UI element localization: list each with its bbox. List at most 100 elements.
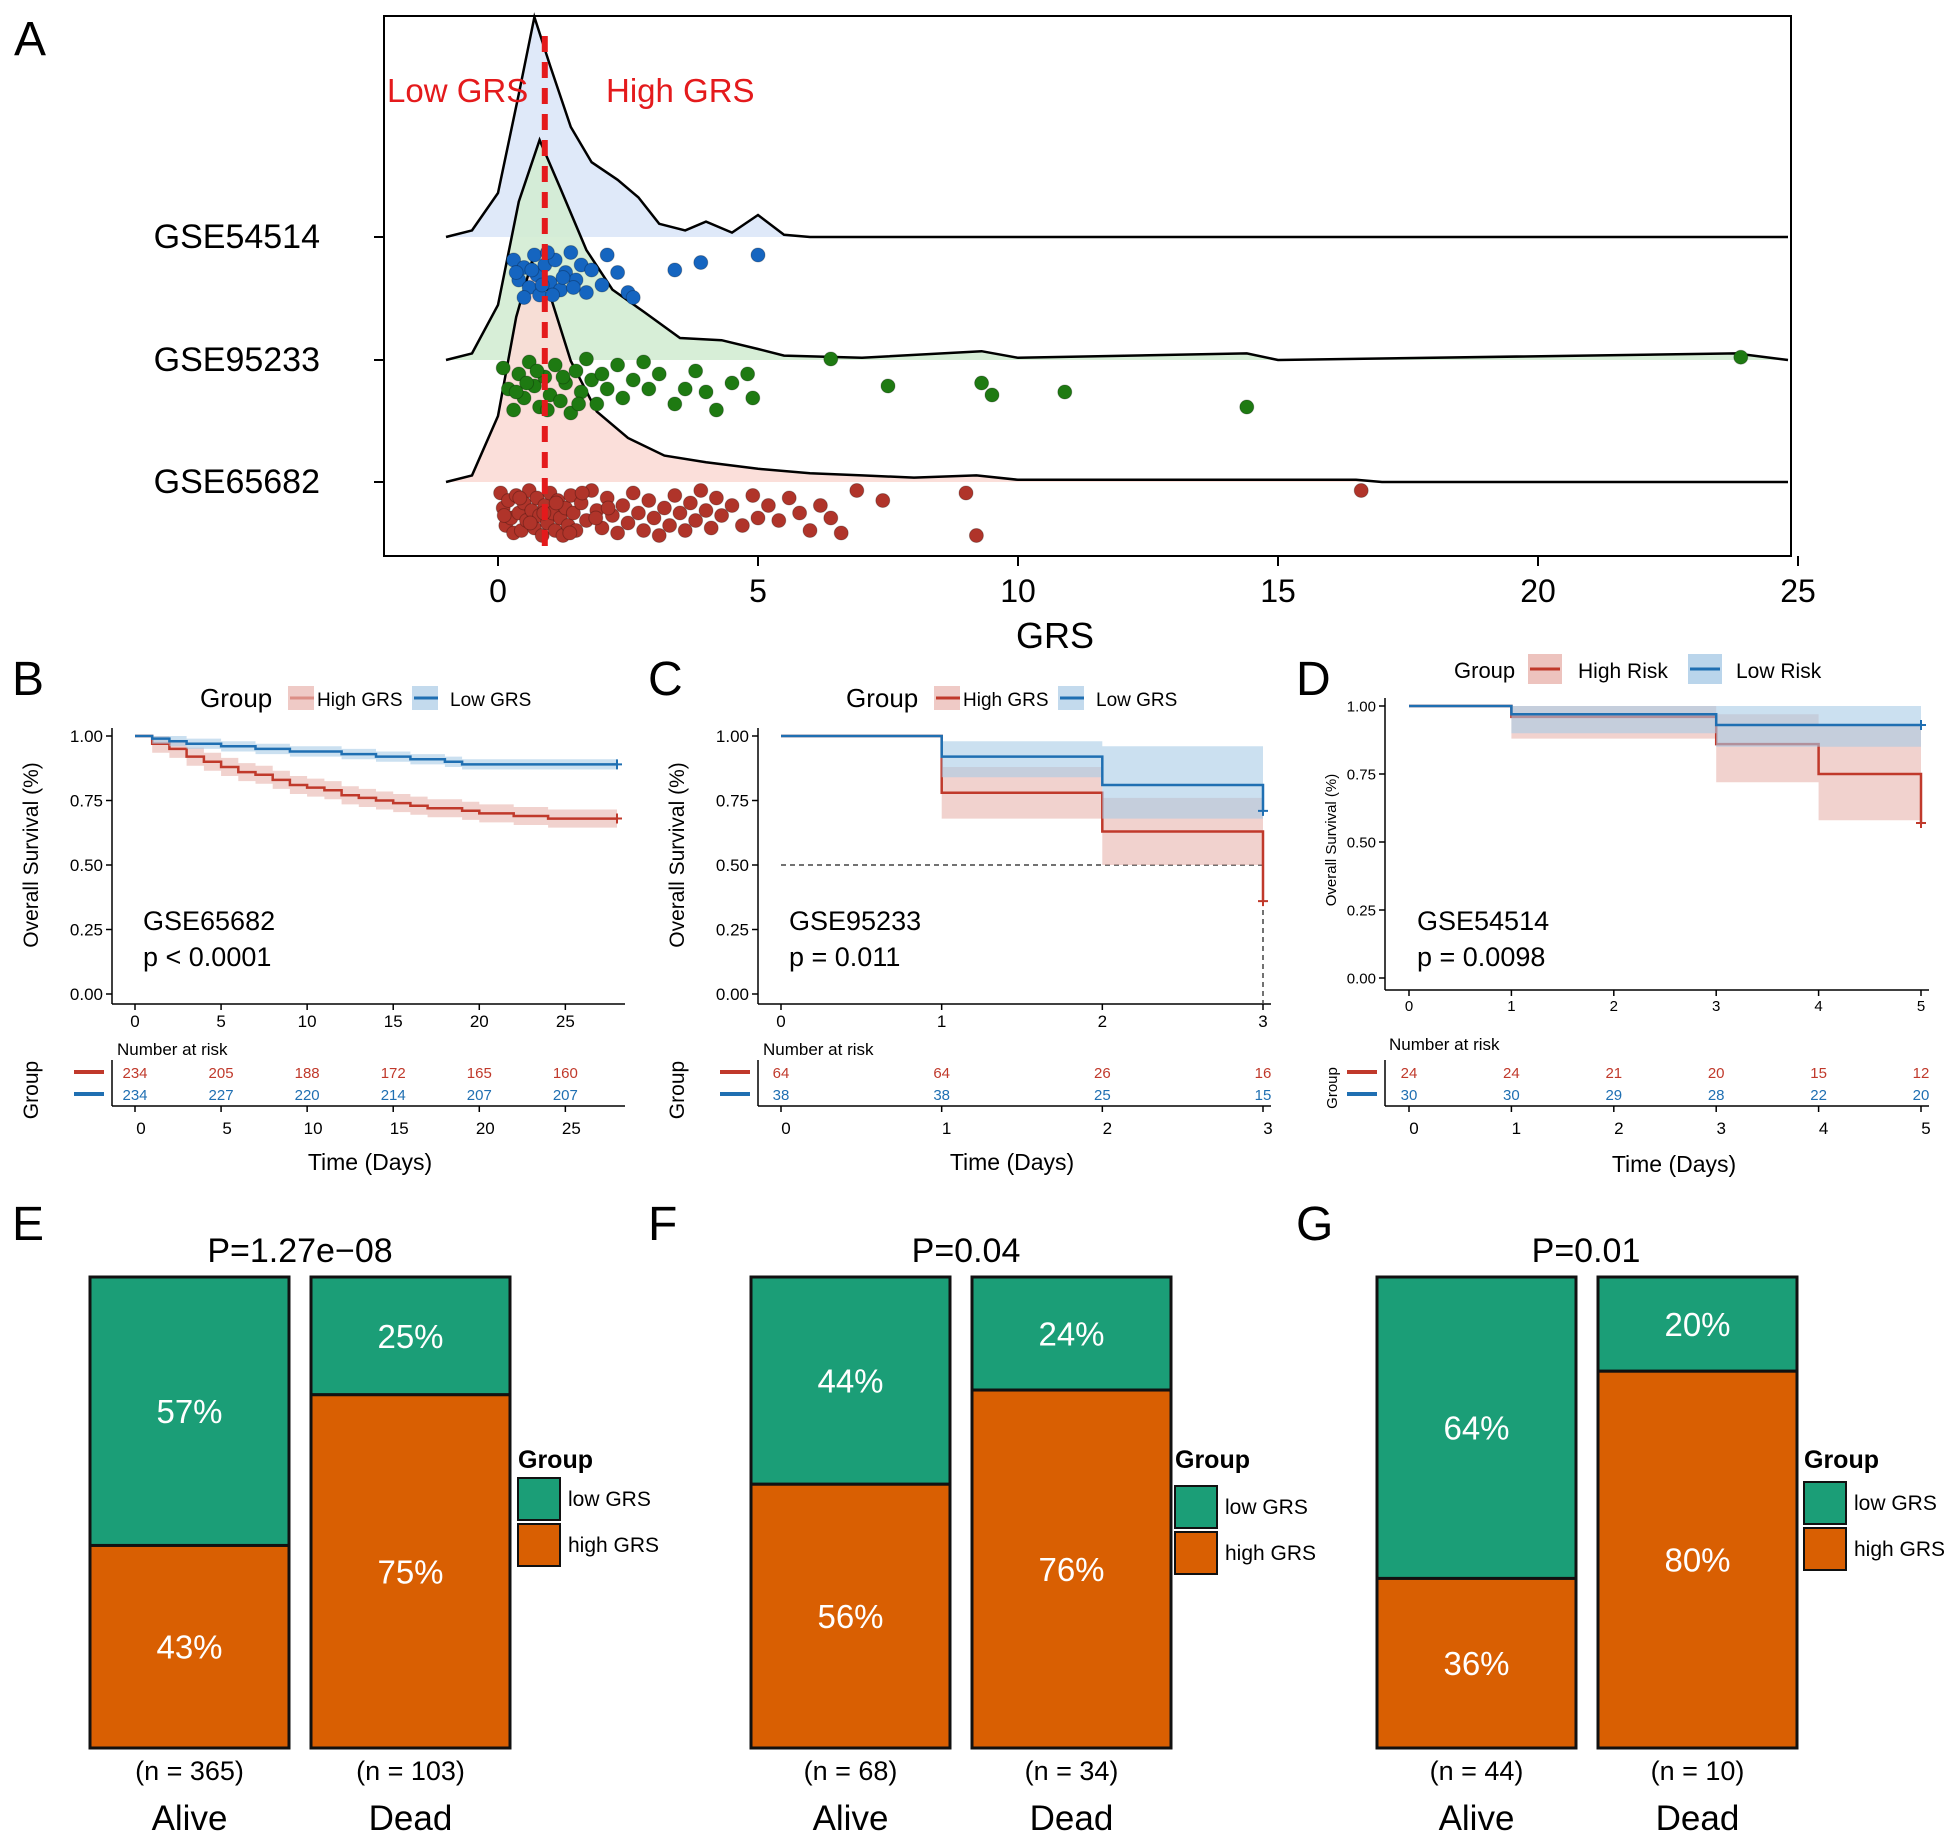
data-point bbox=[599, 247, 615, 263]
sample-count: (n = 365) bbox=[135, 1756, 244, 1786]
data-point bbox=[516, 290, 532, 305]
bar-label-low: 64% bbox=[1443, 1410, 1509, 1447]
data-point bbox=[688, 513, 704, 528]
panel-f: F P=0.04 44% 56% (n = 68) Alive 24% 76% (n = 3… bbox=[648, 1198, 1316, 1838]
risk-count-low: 28 bbox=[1708, 1087, 1725, 1104]
data-point bbox=[562, 525, 578, 541]
legend-label-low-grs: low GRS bbox=[1854, 1492, 1937, 1515]
legend-label-high-grs: high GRS bbox=[1854, 1538, 1945, 1561]
legend-title: Group bbox=[1175, 1446, 1250, 1474]
x-axis-title: Time (Days) bbox=[308, 1149, 432, 1175]
legend-title: Group bbox=[200, 683, 272, 713]
data-point bbox=[682, 495, 698, 511]
data-point bbox=[641, 381, 657, 397]
risk-count-low: 220 bbox=[295, 1087, 320, 1104]
legend-key-low-grs bbox=[1174, 1485, 1218, 1529]
data-point bbox=[522, 515, 538, 531]
data-point bbox=[823, 351, 839, 367]
dataset-label: GSE65682 bbox=[143, 906, 275, 936]
survival-plot: 0.00 0.25 0.50 0.75 1.00 0 5 10 15 20 25 bbox=[70, 727, 625, 1031]
chart-title: P=1.27e−08 bbox=[207, 1232, 392, 1270]
data-point bbox=[578, 285, 594, 300]
category-label: Dead bbox=[1030, 1799, 1114, 1838]
data-point bbox=[526, 247, 542, 263]
bar-segment-high-grs bbox=[88, 1543, 291, 1750]
y-axis-title: Overall Survival (%) bbox=[20, 762, 43, 948]
data-point bbox=[524, 262, 540, 278]
legend-key-high-band bbox=[288, 686, 314, 710]
risk-x-tick-label: 5 bbox=[1921, 1119, 1930, 1138]
risk-count-high: 205 bbox=[209, 1065, 234, 1082]
data-point bbox=[1733, 349, 1749, 365]
risk-table-ylabel: Group bbox=[20, 1061, 43, 1119]
panel-b: B Group High GRS Low GRS Overall Surviva… bbox=[12, 653, 625, 1175]
x-axis: 0 5 10 15 20 25 bbox=[489, 556, 1816, 609]
data-point bbox=[968, 528, 984, 543]
risk-x-tick-label: 3 bbox=[1263, 1119, 1272, 1138]
data-point bbox=[547, 357, 563, 373]
data-point bbox=[724, 498, 740, 513]
survival-plot: 0.00 0.25 0.50 0.75 1.00 0 1 2 3 4 5 bbox=[1347, 698, 1929, 1015]
risk-count-low: 214 bbox=[381, 1087, 406, 1104]
risk-x-tick-label: 4 bbox=[1819, 1119, 1828, 1138]
stacked-bars: 57% 43% (n = 365) Alive 25% 75% (n = 103) Dead G… bbox=[88, 1275, 659, 1838]
data-point bbox=[734, 518, 750, 533]
x-tick-label: 10 bbox=[1000, 573, 1036, 609]
p-value: p < 0.0001 bbox=[143, 942, 271, 972]
y-tick-label: 0.25 bbox=[70, 920, 103, 939]
data-point bbox=[508, 265, 524, 280]
data-point bbox=[548, 495, 564, 511]
low-grs-annotation: Low GRS bbox=[387, 72, 528, 109]
risk-table-title: Number at risk bbox=[117, 1040, 228, 1059]
ci-band-0 bbox=[1409, 706, 1921, 875]
y-tick-label: 0.00 bbox=[716, 985, 749, 1004]
bar-label-low: 20% bbox=[1664, 1306, 1730, 1343]
risk-count-low: 38 bbox=[933, 1087, 950, 1104]
category-label: Alive bbox=[152, 1799, 228, 1838]
y-tick-label: 0.00 bbox=[70, 985, 103, 1004]
data-point bbox=[693, 255, 709, 270]
data-point bbox=[698, 503, 714, 518]
high-grs-annotation: High GRS bbox=[606, 72, 755, 109]
x-tick-label: 4 bbox=[1814, 998, 1822, 1015]
sample-count: (n = 10) bbox=[1651, 1756, 1745, 1786]
category-label: Dead bbox=[1656, 1799, 1740, 1838]
data-point bbox=[677, 523, 693, 538]
survival-curve-1 bbox=[781, 734, 1265, 811]
x-axis-title: GRS bbox=[1016, 615, 1094, 656]
y-tick-label: 0.25 bbox=[1347, 902, 1376, 919]
data-point bbox=[584, 262, 600, 278]
density-fill-gse65682 bbox=[446, 262, 1788, 482]
legend-title: Group bbox=[1804, 1446, 1879, 1474]
x-tick-label: 5 bbox=[749, 573, 767, 609]
risk-count-high: 172 bbox=[381, 1065, 406, 1082]
data-point bbox=[574, 485, 590, 501]
risk-x-tick-label: 20 bbox=[476, 1119, 495, 1138]
data-point bbox=[750, 510, 766, 526]
stacked-bars: 44% 56% (n = 68) Alive 24% 76% (n = 34) Dead Gro… bbox=[749, 1275, 1316, 1838]
y-tick-label: 0.50 bbox=[716, 856, 749, 875]
data-point bbox=[506, 402, 522, 418]
data-point bbox=[646, 510, 662, 526]
data-point bbox=[651, 528, 667, 543]
data-point bbox=[672, 505, 688, 521]
data-point bbox=[1057, 384, 1073, 400]
data-point bbox=[1239, 399, 1255, 415]
data-point bbox=[740, 366, 756, 382]
jitter-points bbox=[493, 245, 1749, 543]
legend-label-high: High GRS bbox=[317, 690, 403, 711]
data-point bbox=[565, 280, 581, 295]
data-point bbox=[636, 354, 652, 370]
legend-label-low: Low GRS bbox=[450, 690, 531, 711]
data-point bbox=[823, 510, 839, 526]
risk-x-tick-label: 2 bbox=[1614, 1119, 1623, 1138]
risk-count-low: 15 bbox=[1255, 1087, 1272, 1104]
survival-curve-1 bbox=[1409, 704, 1921, 727]
risk-count-high: 234 bbox=[122, 1065, 147, 1082]
data-point bbox=[667, 262, 683, 278]
x-tick-label: 15 bbox=[1260, 573, 1296, 609]
y-tick-label: 0.75 bbox=[716, 791, 749, 810]
y-tick-label: 1.00 bbox=[1347, 698, 1376, 715]
data-point bbox=[625, 485, 641, 501]
data-point bbox=[568, 363, 584, 379]
